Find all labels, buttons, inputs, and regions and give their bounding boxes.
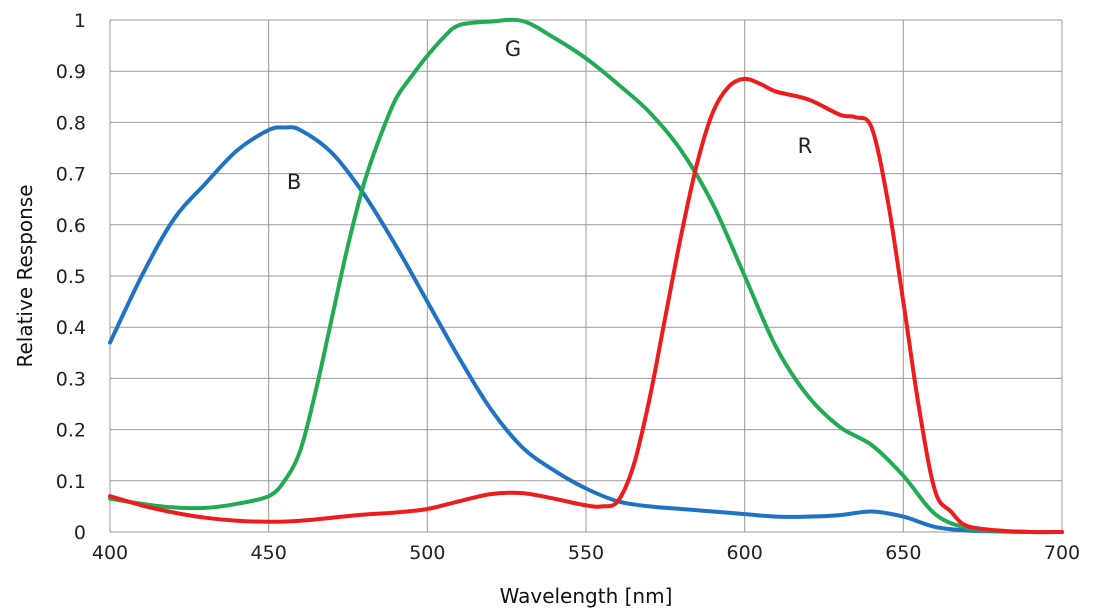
y-tick-label: 0.2 — [56, 420, 86, 442]
x-tick-label: 500 — [409, 542, 445, 564]
y-tick-label: 0.3 — [56, 368, 86, 390]
series-line-b — [108, 125, 1064, 535]
x-axis-title: Wavelength [nm] — [500, 584, 673, 608]
y-axis-title: Relative Response — [13, 184, 37, 367]
y-tick-label: 0.4 — [56, 317, 86, 339]
series-lines — [108, 17, 1064, 535]
x-tick-label: 600 — [727, 542, 763, 564]
series-labels: B G R — [287, 37, 812, 194]
y-tick-label: 0.5 — [56, 266, 86, 288]
y-tick-label: 0.9 — [56, 61, 86, 83]
series-label-g: G — [505, 37, 521, 61]
grid-lines — [109, 19, 1063, 533]
y-tick-label: 0.1 — [56, 471, 86, 493]
series-label-r: R — [798, 134, 813, 158]
series-line-r — [108, 76, 1064, 535]
x-tick-label: 400 — [92, 542, 128, 564]
x-tick-label: 650 — [885, 542, 921, 564]
y-tick-label: 1 — [74, 10, 86, 32]
x-tick-label: 450 — [251, 542, 287, 564]
tick-labels: 0 0.1 0.2 0.3 0.4 0.5 0.6 0.7 0.8 0.9 1 400 450 500 55… — [56, 10, 1080, 564]
x-tick-label: 550 — [568, 542, 604, 564]
x-tick-label: 700 — [1044, 542, 1080, 564]
y-tick-label: 0 — [74, 522, 86, 544]
y-tick-label: 0.6 — [56, 215, 86, 237]
y-tick-label: 0.8 — [56, 112, 86, 134]
series-line-g — [108, 17, 1064, 535]
y-tick-label: 0.7 — [56, 164, 86, 186]
series-label-b: B — [287, 170, 301, 194]
